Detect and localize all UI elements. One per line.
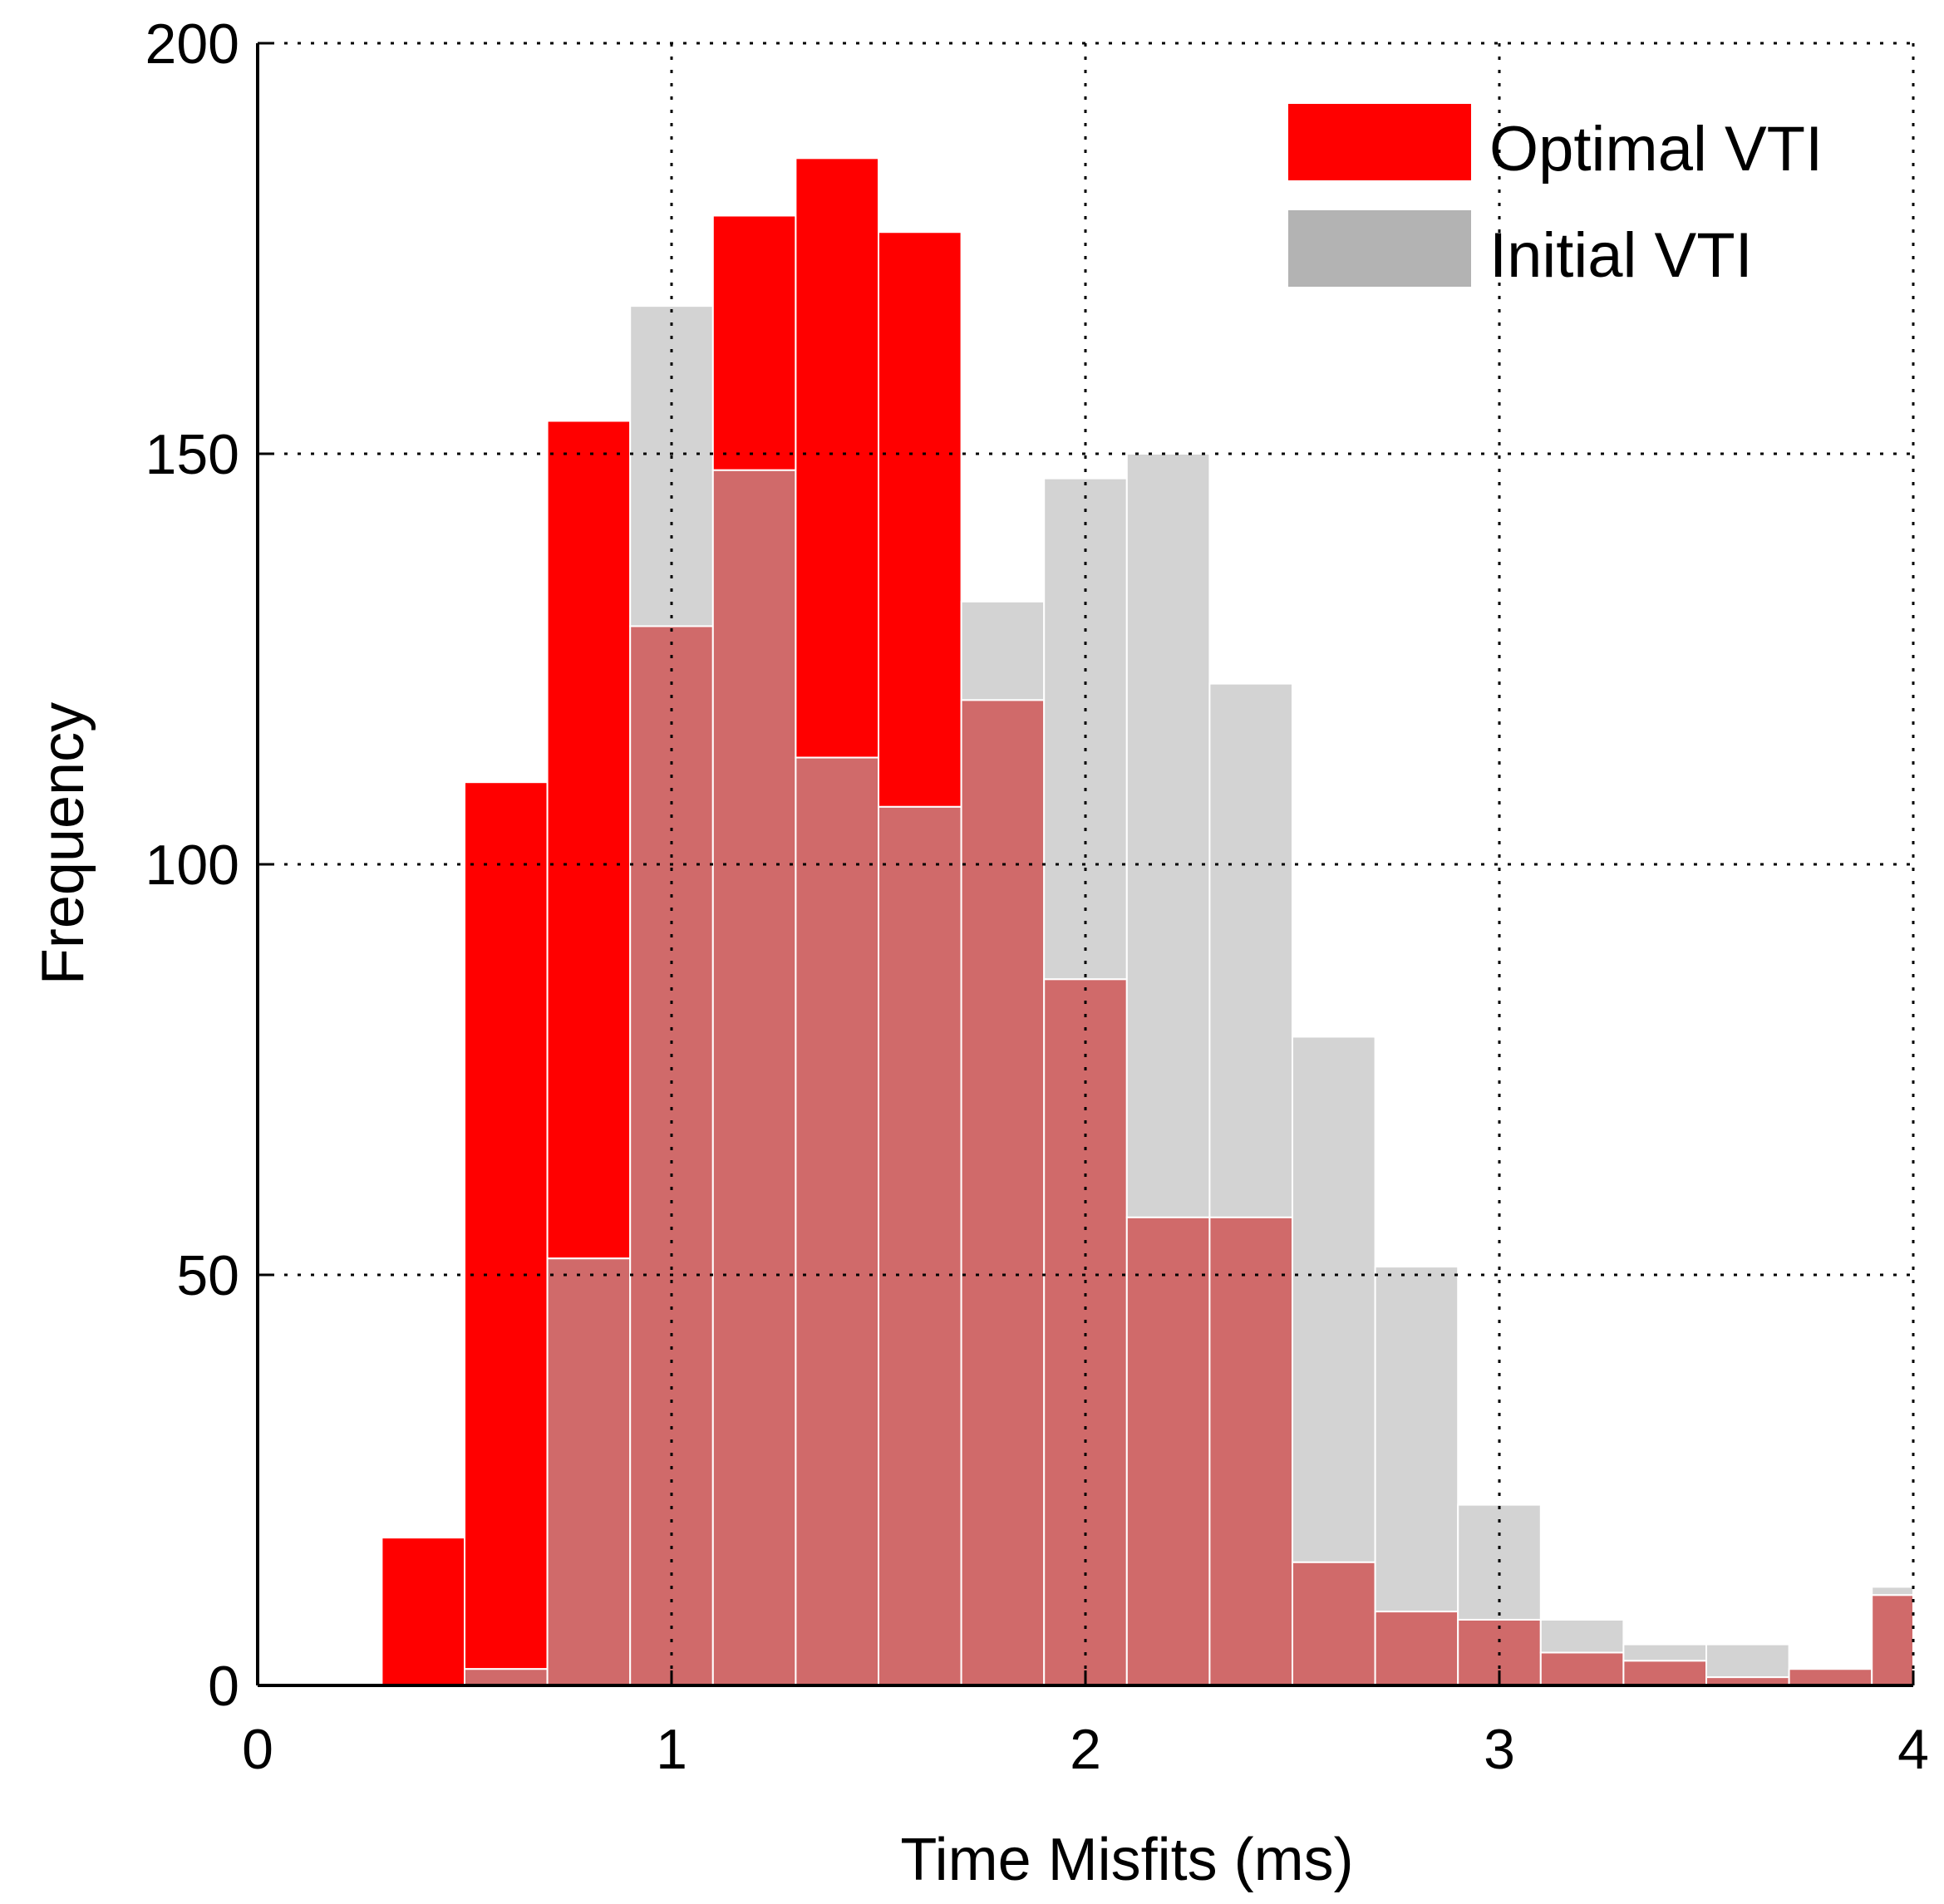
bar-optimal-bin-1 [464,781,549,1670]
y-tick-label: 50 [176,1244,239,1307]
y-tick-label: 0 [208,1655,239,1718]
bar-overlap-bin-10 [1208,1216,1294,1686]
bar-initial-bin-8 [1043,477,1128,981]
bar-initial-bin-11 [1292,1036,1376,1563]
x-tick-label: 4 [1897,1718,1929,1781]
bar-initial-bin-18 [1871,1586,1914,1597]
bar-optimal-bin-4 [711,214,797,471]
bar-overlap-bin-12 [1374,1611,1459,1686]
legend-swatch-0 [1288,104,1471,180]
x-tick-label: 1 [656,1718,687,1781]
bar-overlap-bin-3 [629,625,714,1686]
y-tick-label: 150 [145,423,239,486]
bar-initial-bin-10 [1208,682,1294,1218]
bar-optimal-bin-6 [878,231,962,808]
x-tick-label: 2 [1070,1718,1101,1781]
legend-label-0: Optimal VTI [1489,114,1823,184]
bar-optimal-bin-2 [546,420,632,1260]
bar-optimal-bin-0 [381,1537,465,1687]
bar-initial-bin-16 [1705,1643,1790,1679]
x-axis-ticks: 0 1 2 3 4 [242,1670,1929,1781]
legend-label-1: Initial VTI [1489,220,1753,291]
bar-overlap-bin-5 [795,756,880,1686]
bar-initial-bin-7 [960,600,1046,701]
bar-overlap-bin-8 [1043,978,1128,1686]
bar-initial-bin-15 [1622,1643,1708,1662]
legend-swatch-1 [1288,210,1471,287]
bar-overlap-bin-4 [711,469,797,1686]
bar-initial-bin-9 [1125,453,1211,1218]
y-axis-ticks: 0 50 100 150 200 [145,12,273,1718]
bar-overlap-bin-11 [1292,1561,1376,1687]
bar-overlap-bin-18 [1871,1594,1914,1686]
bar-overlap-bin-1 [464,1668,549,1686]
bar-initial-bin-12 [1374,1266,1459,1613]
bar-overlap-bin-15 [1622,1660,1708,1686]
x-tick-label: 0 [242,1718,273,1781]
y-tick-label: 200 [145,12,239,76]
bar-overlap-bin-7 [960,699,1046,1686]
y-axis-label: Frequency [30,702,96,985]
x-axis-label: Time Misfits (ms) [900,1827,1353,1893]
bar-overlap-bin-14 [1539,1651,1625,1686]
bar-overlap-bin-2 [546,1257,632,1686]
bar-initial-bin-14 [1539,1618,1625,1654]
y-tick-label: 100 [145,834,239,897]
bar-optimal-bin-5 [795,157,880,759]
bar-overlap-bin-17 [1788,1668,1873,1686]
x-tick-label: 3 [1484,1718,1515,1781]
legend: Optimal VTI Initial VTI [1288,104,1823,291]
bar-initial-bin-3 [629,305,714,627]
bar-overlap-bin-9 [1125,1216,1211,1686]
bar-overlap-bin-6 [878,805,962,1687]
